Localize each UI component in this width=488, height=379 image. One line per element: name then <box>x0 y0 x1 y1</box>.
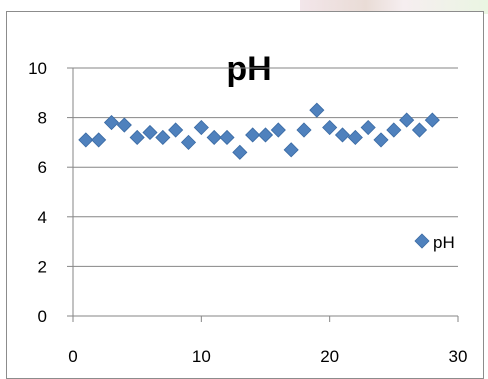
data-point <box>78 132 94 148</box>
data-point <box>424 112 440 128</box>
data-point <box>142 124 158 141</box>
data-point <box>103 114 120 131</box>
chart-frame <box>6 11 484 379</box>
data-point <box>219 129 235 146</box>
data-point <box>129 129 145 146</box>
legend-marker <box>414 233 430 249</box>
axes: 0 2 4 6 8 10 0 10 20 30 <box>28 59 467 366</box>
background-strip <box>300 0 488 14</box>
data-point <box>399 112 415 128</box>
y-tick-label: 0 <box>38 307 47 326</box>
data-point <box>373 132 389 148</box>
data-point <box>116 117 132 133</box>
x-tick-label: 20 <box>320 347 339 366</box>
legend: pH <box>414 233 455 252</box>
data-point <box>245 127 261 143</box>
data-point <box>270 122 286 138</box>
data-point <box>232 144 248 160</box>
data-point <box>411 122 428 138</box>
data-point <box>283 142 299 158</box>
data-point <box>360 119 376 136</box>
data-point <box>309 102 325 118</box>
data-point <box>193 119 209 136</box>
y-tick-label: 6 <box>38 158 47 177</box>
data-point <box>386 122 402 138</box>
data-point <box>334 127 351 143</box>
x-tick-label: 0 <box>68 347 77 366</box>
data-point <box>206 129 222 146</box>
y-tick-label: 8 <box>38 109 47 128</box>
data-point <box>168 122 184 138</box>
gridlines <box>73 67 458 267</box>
data-point <box>180 134 197 150</box>
data-point <box>347 129 363 146</box>
y-tick-label: 4 <box>38 208 47 227</box>
data-point <box>296 122 312 138</box>
x-tick-label: 30 <box>449 347 468 366</box>
legend-label: pH <box>433 233 455 252</box>
x-tick-label: 10 <box>192 347 211 366</box>
chart-title: pH <box>226 50 271 88</box>
data-point <box>155 129 171 146</box>
data-point <box>257 127 274 143</box>
data-point <box>322 119 338 136</box>
y-tick-label: 10 <box>28 59 47 78</box>
data-point <box>91 132 107 148</box>
y-tick-label: 2 <box>38 257 47 276</box>
data-points <box>78 102 440 160</box>
